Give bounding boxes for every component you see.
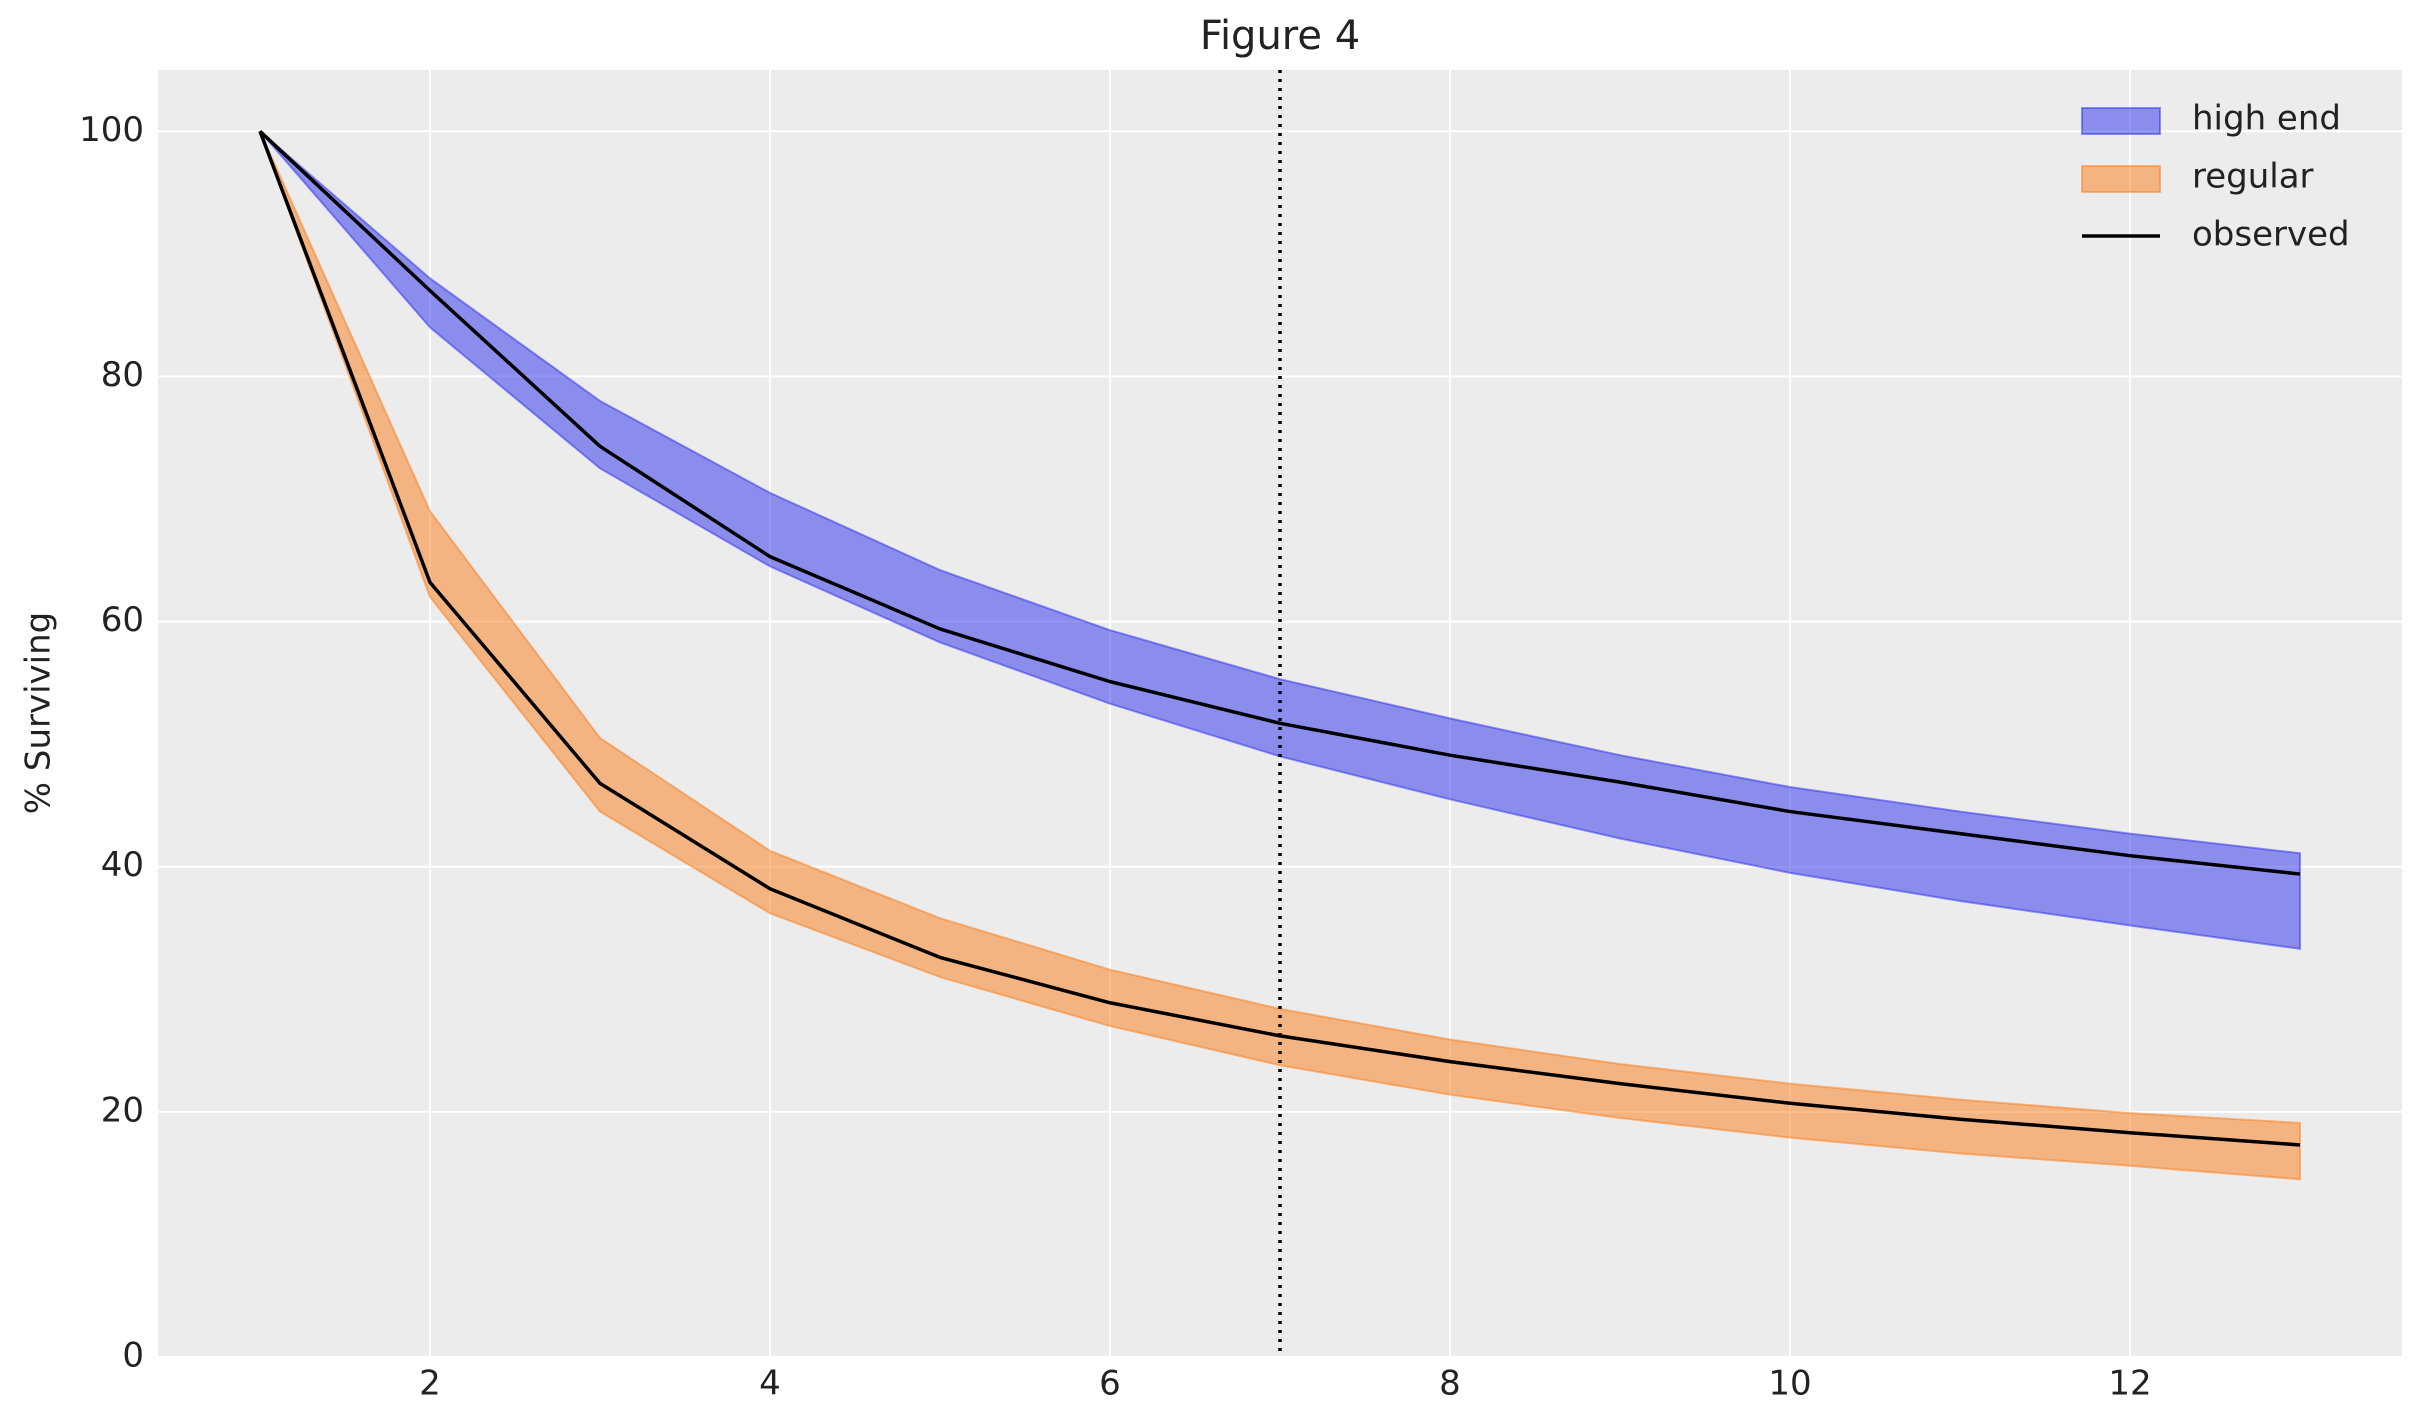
- band: [259, 130, 2301, 1181]
- x-tick-label: 4: [759, 1364, 781, 1404]
- y-tick-label: 20: [101, 1090, 144, 1130]
- legend-label: observed: [2192, 215, 2350, 255]
- x-tick-label: 6: [1099, 1364, 1121, 1404]
- x-tick-label: 10: [1768, 1364, 1811, 1404]
- x-tick-label: 2: [419, 1364, 441, 1404]
- legend-label: high end: [2192, 99, 2341, 139]
- y-axis-label: % Surviving: [19, 612, 59, 815]
- band: [259, 130, 2301, 950]
- x-tick-label: 12: [2108, 1364, 2151, 1404]
- chart-title: Figure 4: [1200, 13, 1360, 59]
- legend-swatch: [2081, 107, 2161, 135]
- observed-line: [258, 130, 2301, 876]
- x-tick-label: 8: [1439, 1364, 1461, 1404]
- legend-swatch: [2081, 165, 2161, 193]
- y-tick-label: 0: [122, 1336, 144, 1376]
- y-tick-label: 60: [101, 600, 144, 640]
- legend-label: regular: [2192, 157, 2314, 197]
- y-tick-label: 100: [79, 110, 144, 150]
- y-tick-label: 80: [101, 355, 144, 395]
- y-tick-label: 40: [101, 845, 144, 885]
